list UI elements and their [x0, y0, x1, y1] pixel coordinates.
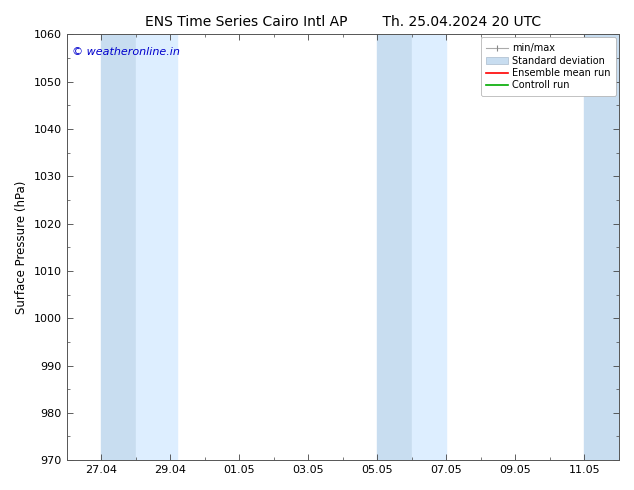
Y-axis label: Surface Pressure (hPa): Surface Pressure (hPa)	[15, 180, 28, 314]
Bar	[377, 34, 412, 460]
Title: ENS Time Series Cairo Intl AP        Th. 25.04.2024 20 UTC: ENS Time Series Cairo Intl AP Th. 25.04.…	[145, 15, 541, 29]
Text: © weatheronline.in: © weatheronline.in	[72, 47, 180, 57]
Bar	[412, 34, 446, 460]
Bar	[585, 34, 619, 460]
Bar	[136, 34, 177, 460]
Bar	[101, 34, 136, 460]
Legend: min/max, Standard deviation, Ensemble mean run, Controll run: min/max, Standard deviation, Ensemble me…	[481, 37, 616, 96]
